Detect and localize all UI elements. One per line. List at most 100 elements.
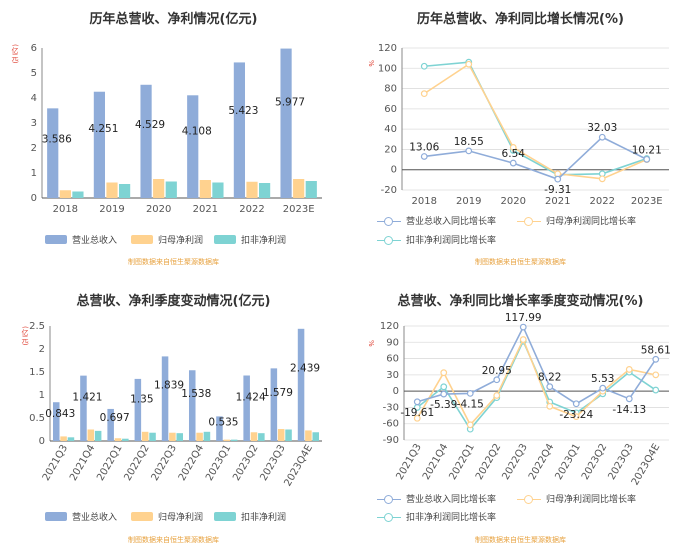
bar — [230, 439, 238, 441]
data-point — [625, 366, 633, 373]
x-tick-label: 2021Q3 — [394, 442, 423, 482]
y-tick-label: -90 — [383, 435, 399, 446]
legend-item-revenue[interactable]: 营业总收入 — [45, 510, 117, 523]
x-tick-label: 2023Q4E — [282, 443, 315, 488]
legend-item-net-profit[interactable]: 归母净利润 — [131, 510, 203, 523]
series-line — [417, 325, 657, 405]
legend-item-revenue-growth[interactable]: 营业总收入同比增长率 — [377, 214, 496, 227]
data-point — [413, 398, 421, 406]
legend-swatch — [131, 235, 153, 244]
bar — [280, 48, 292, 199]
legend-item-revenue[interactable]: 营业总收入 — [45, 233, 117, 246]
bar — [59, 190, 71, 198]
data-label: -19.61 — [400, 407, 434, 419]
bar — [243, 375, 250, 441]
legend-label: 归母净利润 — [158, 513, 204, 523]
data-label: 4.251 — [88, 123, 118, 135]
x-tick-label: 2023Q2 — [231, 443, 260, 483]
data-point — [440, 383, 448, 391]
legend-marker — [517, 216, 541, 226]
data-label: -5.39 — [430, 399, 457, 411]
x-tick-label: 2023Q2 — [580, 442, 609, 482]
chart-title: 历年总营收、净利同比增长情况(%) — [417, 12, 624, 27]
chart-title: 总营收、净利同比增长率季度变动情况(%) — [397, 294, 644, 309]
y-tick-label: 0 — [393, 386, 399, 397]
bar — [119, 184, 131, 198]
y-tick-label: 60 — [384, 104, 397, 115]
x-tick-label: 2022Q1 — [95, 443, 124, 483]
data-point — [546, 383, 554, 391]
bar — [134, 378, 142, 441]
legend-label: 营业总收入同比增长率 — [406, 495, 497, 505]
data-point — [420, 90, 428, 98]
data-point — [440, 390, 448, 398]
data-label: 4.529 — [135, 119, 165, 131]
data-source-note: 制图数据来自恒生聚源数据库 — [128, 258, 219, 266]
x-tick-label: 2018 — [412, 196, 437, 207]
y-tick-label: 5 — [31, 68, 37, 79]
data-point — [598, 133, 606, 141]
legend-item-revenue-growth[interactable]: 营业总收入同比增长率 — [377, 492, 496, 505]
bar — [60, 436, 67, 441]
x-tick-label: 2019 — [456, 196, 481, 207]
data-label: 8.22 — [538, 372, 561, 384]
bar — [270, 368, 278, 441]
y-tick-label: 2.5 — [29, 321, 45, 332]
data-label: 18.55 — [454, 136, 484, 148]
data-label: 2.439 — [290, 362, 320, 374]
legend-swatch — [45, 512, 67, 521]
annual-revenue-profit-plot: 0 1 2 3 4 5 6 2018 2019 2020 2021 2022 2023E 3.586 4.2… — [31, 43, 322, 215]
data-point — [598, 175, 606, 183]
data-label: 58.61 — [641, 344, 671, 356]
data-label: 0.535 — [208, 417, 238, 429]
legend-item-deducted-profit[interactable]: 扣非净利润 — [214, 510, 286, 523]
data-source-note: 制图数据来自恒生聚源数据库 — [128, 536, 219, 544]
legend-item-net-profit-growth[interactable]: 归母净利润同比增长率 — [517, 492, 636, 505]
data-point — [509, 159, 517, 167]
legend-label: 归母净利润 — [158, 236, 204, 246]
x-tick-label: 2020 — [501, 196, 526, 207]
chart-title: 总营收、净利季度变动情况(亿元) — [76, 294, 271, 309]
quarterly-revenue-profit-plot: 00.511.522.52021Q32021Q42022Q12022Q22022… — [29, 321, 322, 488]
x-tick-label: 2021Q4 — [68, 443, 97, 483]
legend-swatch — [214, 512, 236, 521]
y-tick-label: 0.5 — [29, 413, 45, 424]
annual-growth-plot: -20 0 20 40 60 80 100 120 2018 2019 2020 2021 2022 20… — [378, 43, 669, 207]
bar — [259, 183, 271, 198]
data-label: 20.95 — [482, 365, 512, 377]
x-tick-label: 2018 — [53, 204, 78, 215]
series-line — [416, 337, 656, 427]
bar — [305, 430, 312, 441]
legend-item-deducted-profit-growth[interactable]: 扣非净利润同比增长率 — [377, 510, 496, 523]
quarterly-growth-chart: 总营收、净利同比增长率季度变动情况(%) % -90 -60 -30 0 30 60 90 1… — [347, 278, 694, 556]
y-axis-unit: (亿元) — [21, 326, 29, 346]
data-label: 5.977 — [275, 96, 305, 108]
bar — [277, 429, 285, 441]
y-tick-label: 1 — [31, 168, 37, 179]
bar — [258, 433, 265, 441]
data-point — [599, 384, 607, 392]
y-tick-label: 80 — [384, 84, 397, 95]
bar — [94, 430, 102, 441]
bar — [188, 370, 196, 441]
bar — [212, 182, 224, 198]
legend-label: 营业总收入 — [72, 513, 118, 523]
bar — [233, 62, 245, 198]
legend-item-deducted-profit[interactable]: 扣非净利润 — [214, 233, 286, 246]
legend-item-net-profit[interactable]: 归母净利润 — [131, 233, 203, 246]
y-tick-label: 120 — [378, 43, 397, 54]
data-point — [519, 323, 527, 331]
y-tick-label: 100 — [378, 63, 397, 74]
legend-item-deducted-profit-growth[interactable]: 扣非净利润同比增长率 — [377, 233, 496, 246]
y-axis-unit: (亿元) — [11, 44, 19, 64]
data-point — [465, 147, 473, 155]
bar — [250, 432, 258, 441]
x-tick-label: 2023E — [631, 196, 663, 207]
legend-item-net-profit-growth[interactable]: 归母净利润同比增长率 — [517, 214, 636, 227]
data-point — [625, 395, 633, 403]
bar — [149, 432, 156, 441]
data-point — [652, 355, 660, 363]
x-tick-label: 2022Q3 — [150, 443, 179, 483]
data-label: 5.423 — [228, 105, 258, 117]
x-tick-label: 2021Q4 — [421, 442, 450, 482]
